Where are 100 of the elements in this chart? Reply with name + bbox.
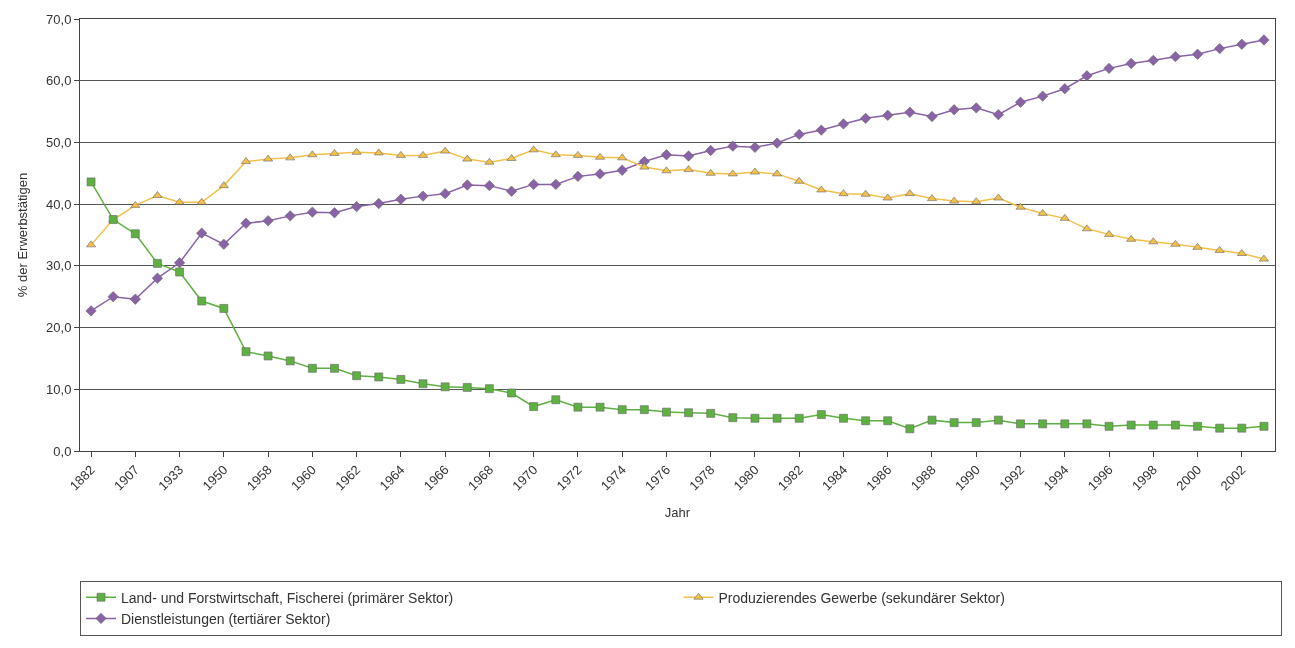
point <box>839 413 848 423</box>
point <box>462 154 473 162</box>
point <box>1103 62 1115 74</box>
point <box>660 149 672 161</box>
point <box>528 145 539 153</box>
point <box>594 168 606 180</box>
point <box>772 413 782 423</box>
point <box>1126 420 1136 430</box>
y-tick-label: 30,0 <box>46 258 72 274</box>
y-tick-label: 10,0 <box>46 381 72 397</box>
point <box>1104 422 1114 431</box>
point <box>1148 420 1158 430</box>
point <box>86 177 96 187</box>
point <box>550 178 562 190</box>
point <box>971 418 981 427</box>
point <box>882 193 893 201</box>
point <box>949 418 959 427</box>
point <box>750 167 760 175</box>
x-axis-title: Jahr <box>664 504 691 520</box>
point <box>418 379 428 389</box>
point <box>1082 419 1092 429</box>
point <box>328 207 340 219</box>
y-tick-label: 50,0 <box>46 134 72 150</box>
point <box>1236 38 1248 50</box>
point <box>484 157 495 165</box>
point <box>970 102 982 114</box>
point <box>994 415 1003 425</box>
point <box>993 193 1004 201</box>
point <box>573 151 583 158</box>
point <box>550 150 561 158</box>
point <box>439 188 451 200</box>
point <box>728 413 738 422</box>
y-tick-label: 70,0 <box>46 11 72 27</box>
y-tick-label: 0,0 <box>53 443 72 459</box>
point <box>1037 90 1049 102</box>
point <box>683 150 695 162</box>
point <box>107 291 119 303</box>
point <box>351 201 363 213</box>
point <box>529 402 538 411</box>
point <box>240 217 252 229</box>
point <box>1259 254 1269 262</box>
point <box>218 238 230 250</box>
point <box>241 157 251 164</box>
point <box>815 124 827 136</box>
point <box>861 416 870 426</box>
point <box>904 106 916 118</box>
point <box>750 413 760 423</box>
point <box>131 229 140 239</box>
point <box>285 153 296 161</box>
legend-label: Dienstleistungen (tertiärer Sektor) <box>121 610 331 627</box>
point <box>860 189 871 197</box>
point <box>174 197 185 205</box>
point <box>617 153 628 161</box>
point <box>284 210 296 222</box>
point <box>1171 420 1180 430</box>
point <box>794 413 804 423</box>
point <box>684 408 693 418</box>
point <box>772 169 782 177</box>
point <box>551 395 561 405</box>
point <box>1147 54 1159 66</box>
point <box>85 305 97 317</box>
point <box>948 104 960 116</box>
legend-label: Produzierendes Gewerbe (sekundärer Sektor) <box>718 589 1005 606</box>
point <box>1016 419 1025 429</box>
point <box>396 375 406 384</box>
point <box>263 154 274 162</box>
point <box>1081 224 1092 232</box>
y-axis-title: % der Erwerbstätigen <box>15 172 31 298</box>
point <box>595 152 605 160</box>
point <box>640 405 649 414</box>
point <box>197 296 207 306</box>
point <box>1259 422 1269 431</box>
point <box>373 148 384 156</box>
point <box>882 109 894 121</box>
point <box>1125 57 1137 69</box>
point <box>992 109 1004 121</box>
point <box>86 240 96 248</box>
point <box>661 166 672 174</box>
point <box>1215 423 1224 433</box>
point <box>572 170 584 182</box>
point <box>927 415 937 425</box>
point <box>1169 51 1181 63</box>
point <box>662 407 671 417</box>
point <box>1148 237 1159 245</box>
point <box>705 144 717 156</box>
point <box>860 112 872 124</box>
point <box>617 405 627 414</box>
point <box>616 164 628 176</box>
point <box>196 197 207 205</box>
point <box>1237 423 1247 433</box>
point <box>573 402 583 412</box>
point <box>1170 239 1181 247</box>
point <box>727 140 739 152</box>
point <box>883 416 893 426</box>
point <box>285 356 295 366</box>
point <box>528 178 540 190</box>
point <box>461 179 473 191</box>
point <box>817 410 826 419</box>
point <box>374 372 384 382</box>
point <box>1015 96 1027 108</box>
